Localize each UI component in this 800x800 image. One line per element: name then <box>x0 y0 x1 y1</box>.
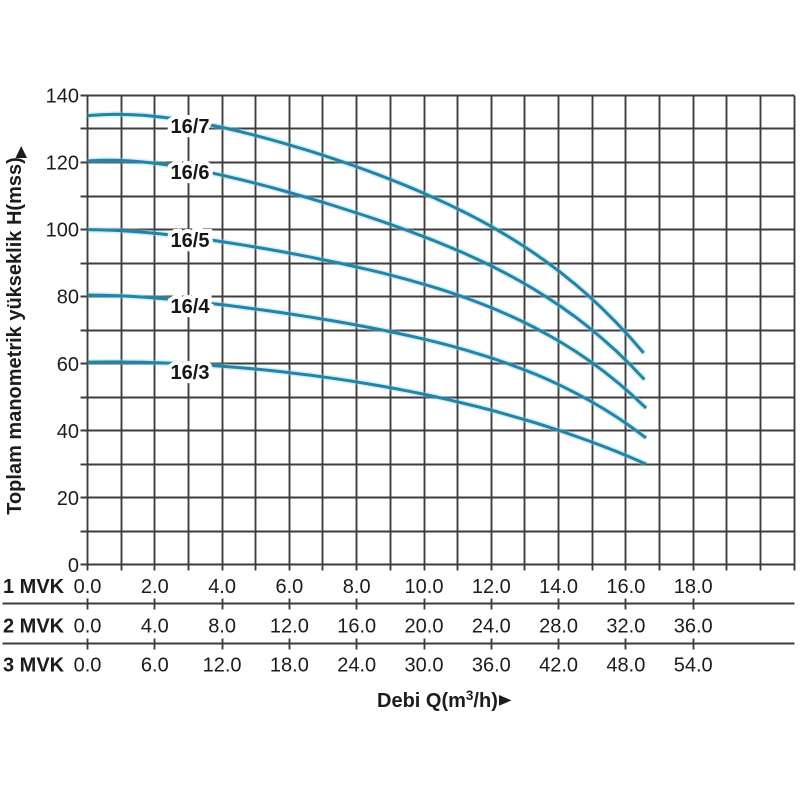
svg-text:20: 20 <box>57 488 79 510</box>
svg-text:20.0: 20.0 <box>405 616 444 638</box>
svg-text:16/6: 16/6 <box>171 162 210 184</box>
svg-text:0.0: 0.0 <box>74 655 102 677</box>
svg-text:Toplam manometrik yükseklik H(: Toplam manometrik yükseklik H(mss) <box>4 157 26 515</box>
svg-text:10.0: 10.0 <box>405 576 444 598</box>
svg-text:48.0: 48.0 <box>606 655 645 677</box>
svg-text:16/4: 16/4 <box>171 296 211 318</box>
svg-text:28.0: 28.0 <box>539 616 578 638</box>
svg-text:0.0: 0.0 <box>74 576 102 598</box>
svg-text:12.0: 12.0 <box>270 616 309 638</box>
svg-text:100: 100 <box>46 220 79 242</box>
svg-text:14.0: 14.0 <box>539 576 578 598</box>
svg-text:12.0: 12.0 <box>472 576 511 598</box>
svg-text:24.0: 24.0 <box>337 655 376 677</box>
svg-text:1 MVK: 1 MVK <box>3 576 65 598</box>
svg-text:42.0: 42.0 <box>539 655 578 677</box>
svg-text:4.0: 4.0 <box>208 576 236 598</box>
svg-text:18.0: 18.0 <box>674 576 713 598</box>
svg-text:6.0: 6.0 <box>141 655 169 677</box>
svg-text:60: 60 <box>57 354 79 376</box>
svg-text:12.0: 12.0 <box>203 655 242 677</box>
svg-text:8.0: 8.0 <box>343 576 371 598</box>
svg-text:0.0: 0.0 <box>74 616 102 638</box>
svg-text:16.0: 16.0 <box>606 576 645 598</box>
svg-text:Debi Q(m3/h): Debi Q(m3/h) <box>377 688 498 712</box>
svg-text:4.0: 4.0 <box>141 616 169 638</box>
svg-text:16/7: 16/7 <box>171 116 210 138</box>
svg-text:140: 140 <box>46 86 79 108</box>
svg-text:18.0: 18.0 <box>270 655 309 677</box>
svg-text:2.0: 2.0 <box>141 576 169 598</box>
svg-text:8.0: 8.0 <box>208 616 236 638</box>
svg-text:36.0: 36.0 <box>472 655 511 677</box>
svg-text:16/5: 16/5 <box>171 230 210 252</box>
svg-text:6.0: 6.0 <box>275 576 303 598</box>
svg-text:80: 80 <box>57 287 79 309</box>
svg-text:16.0: 16.0 <box>337 616 376 638</box>
svg-text:120: 120 <box>46 153 79 175</box>
svg-text:24.0: 24.0 <box>472 616 511 638</box>
svg-text:54.0: 54.0 <box>674 655 713 677</box>
svg-text:30.0: 30.0 <box>405 655 444 677</box>
svg-text:40: 40 <box>57 421 79 443</box>
svg-text:32.0: 32.0 <box>606 616 645 638</box>
svg-text:3 MVK: 3 MVK <box>3 655 65 677</box>
svg-text:0: 0 <box>68 555 79 577</box>
svg-text:36.0: 36.0 <box>674 616 713 638</box>
svg-text:16/3: 16/3 <box>171 362 210 384</box>
svg-text:2 MVK: 2 MVK <box>3 616 65 638</box>
